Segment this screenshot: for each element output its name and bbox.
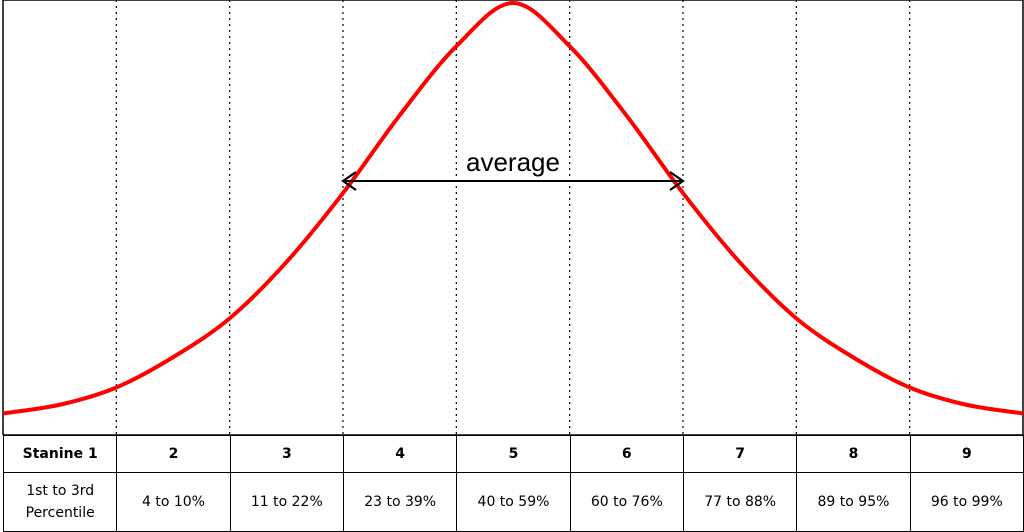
stanine-cell: 4 — [342, 435, 458, 473]
percentile-cell: 77 to 88% — [682, 472, 798, 532]
percentile-cell: 4 to 10% — [116, 472, 231, 532]
arrow-head — [669, 171, 685, 191]
stanine-cell: 6 — [569, 435, 684, 473]
stanine-cell: Stanine 1 — [2, 435, 118, 473]
bell-curve — [2, 1, 1024, 416]
percentile-cell: 60 to 76% — [569, 472, 684, 532]
percentile-cell: 23 to 39% — [342, 472, 458, 532]
percentile-cell: 1st to 3rd Percentile — [2, 472, 118, 532]
stanine-table: Stanine 1 2 3 4 5 6 7 8 9 1st to 3rd Per… — [2, 435, 1024, 532]
stanine-boundaries — [115, 0, 911, 435]
stanine-row: Stanine 1 2 3 4 5 6 7 8 9 — [2, 435, 1024, 473]
percentile-cell: 89 to 95% — [796, 472, 911, 532]
percentile-cell: 96 to 99% — [909, 472, 1024, 532]
stanine-cell: 3 — [229, 435, 344, 473]
stanine-cell: 9 — [909, 435, 1024, 473]
percentile-cell: 11 to 22% — [229, 472, 344, 532]
normal-distribution-chart: average — [2, 0, 1024, 435]
arrow-head — [341, 171, 357, 191]
percentile-row: 1st to 3rd Percentile 4 to 10% 11 to 22%… — [2, 472, 1024, 532]
average-arrow — [341, 171, 685, 191]
percentile-cell: 40 to 59% — [456, 472, 571, 532]
plot-frame — [2, 0, 1024, 435]
stanine-cell: 2 — [116, 435, 231, 473]
stanine-cell: 7 — [682, 435, 798, 473]
stanine-cell: 8 — [796, 435, 911, 473]
stanine-cell: 5 — [456, 435, 571, 473]
average-label: average — [466, 147, 560, 177]
